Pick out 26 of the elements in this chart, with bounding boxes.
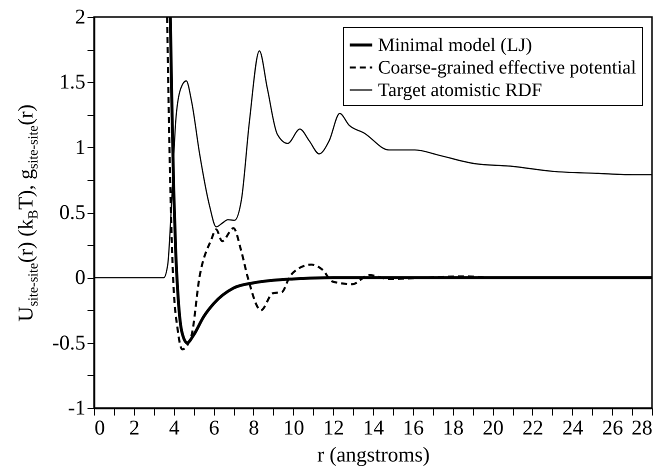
y-tick-label: 0.5 [59,200,86,224]
x-tick-label: 20 [482,416,504,440]
x-tick-label: 4 [168,416,180,440]
y-tick-label: -1 [68,396,86,420]
x-tick-label: 22 [522,416,544,440]
y-tick-label: 1.5 [59,70,86,94]
x-axis-title: r (angstroms) [317,442,430,466]
x-tick-label: 26 [602,416,624,440]
x-tick-label: 28 [632,416,652,440]
x-tick-label: 8 [248,416,260,440]
legend-label: Minimal model (LJ) [378,35,532,56]
x-tick-label: 6 [208,416,220,440]
y-tick-label: 0 [75,265,86,290]
x-tick-label: 14 [363,416,384,440]
y-tick-label: 2 [75,4,86,28]
x-tick-label: 16 [402,416,424,440]
x-tick-label: 24 [562,416,584,440]
x-tick-label: 18 [442,416,464,440]
y-tick-label: 1 [75,134,86,159]
legend-label: Coarse-grained effective potential [378,58,636,78]
legend-label: Target atomistic RDF [378,80,542,101]
y-tick-label: -0.5 [52,330,86,354]
x-tick-label: 2 [129,416,140,440]
x-tick-label: 12 [323,416,344,440]
x-tick-label: 10 [283,416,304,440]
x-tick-label: 0 [94,416,105,440]
